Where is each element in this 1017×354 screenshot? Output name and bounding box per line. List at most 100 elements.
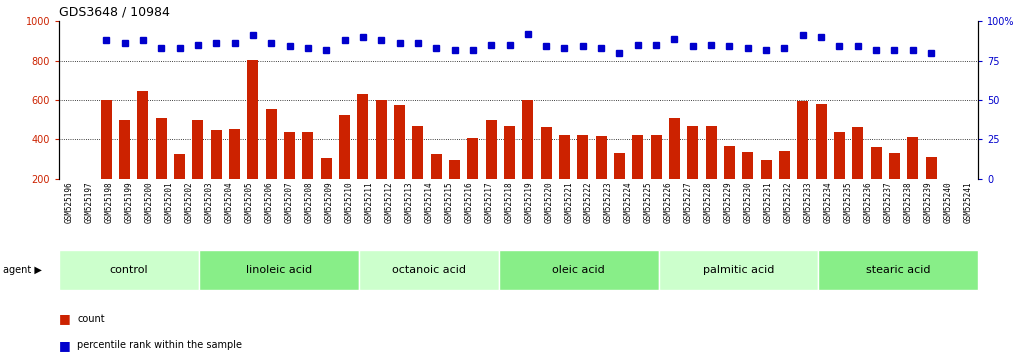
Text: GSM525206: GSM525206 xyxy=(264,182,274,223)
Bar xyxy=(359,250,498,290)
Text: GSM525216: GSM525216 xyxy=(464,182,473,223)
Bar xyxy=(687,126,699,179)
Bar xyxy=(633,136,644,179)
Bar xyxy=(498,250,659,290)
Text: control: control xyxy=(110,265,148,275)
Text: GSM525239: GSM525239 xyxy=(923,182,933,223)
Text: GSM525223: GSM525223 xyxy=(604,182,613,223)
Text: GSM525241: GSM525241 xyxy=(964,182,973,223)
Bar xyxy=(486,120,496,179)
Text: stearic acid: stearic acid xyxy=(866,265,931,275)
Bar xyxy=(320,158,332,179)
Text: GSM525196: GSM525196 xyxy=(64,182,73,223)
Text: GSM525209: GSM525209 xyxy=(324,182,334,223)
Bar xyxy=(907,137,918,179)
Bar xyxy=(156,118,167,179)
Text: percentile rank within the sample: percentile rank within the sample xyxy=(77,340,242,350)
Text: GSM525220: GSM525220 xyxy=(544,182,553,223)
Bar xyxy=(523,100,533,179)
Bar xyxy=(596,136,607,179)
Bar xyxy=(797,101,809,179)
Text: GSM525237: GSM525237 xyxy=(884,182,893,223)
Bar xyxy=(119,120,130,179)
Text: agent ▶: agent ▶ xyxy=(3,265,42,275)
Bar xyxy=(761,160,772,179)
Bar xyxy=(852,127,863,179)
Bar xyxy=(816,104,827,179)
Text: GSM525219: GSM525219 xyxy=(524,182,533,223)
Bar xyxy=(339,115,350,179)
Bar xyxy=(137,91,148,179)
Bar xyxy=(871,147,882,179)
Bar xyxy=(174,154,185,179)
Bar xyxy=(59,250,199,290)
Text: GSM525230: GSM525230 xyxy=(744,182,753,223)
Text: GSM525218: GSM525218 xyxy=(504,182,514,223)
Bar xyxy=(375,100,386,179)
Text: GSM525204: GSM525204 xyxy=(225,182,233,223)
Bar xyxy=(357,94,368,179)
Bar xyxy=(101,100,112,179)
Bar xyxy=(834,131,845,179)
Text: GSM525228: GSM525228 xyxy=(704,182,713,223)
Bar xyxy=(779,151,790,179)
Text: oleic acid: oleic acid xyxy=(552,265,605,275)
Bar xyxy=(450,160,460,179)
Text: GSM525233: GSM525233 xyxy=(804,182,813,223)
Text: GSM525214: GSM525214 xyxy=(424,182,433,223)
Bar xyxy=(192,120,203,179)
Bar xyxy=(211,130,222,179)
Text: GSM525225: GSM525225 xyxy=(644,182,653,223)
Bar xyxy=(247,59,258,179)
Text: GSM525226: GSM525226 xyxy=(664,182,673,223)
Bar xyxy=(742,152,754,179)
Text: palmitic acid: palmitic acid xyxy=(703,265,774,275)
Bar xyxy=(468,138,478,179)
Text: GSM525208: GSM525208 xyxy=(304,182,313,223)
Bar xyxy=(229,129,240,179)
Text: GSM525205: GSM525205 xyxy=(244,182,253,223)
Text: GSM525217: GSM525217 xyxy=(484,182,493,223)
Text: ■: ■ xyxy=(59,339,71,352)
Text: GSM525207: GSM525207 xyxy=(285,182,293,223)
Text: GSM525227: GSM525227 xyxy=(684,182,693,223)
Text: GSM525229: GSM525229 xyxy=(724,182,733,223)
Text: GSM525234: GSM525234 xyxy=(824,182,833,223)
Bar xyxy=(819,250,978,290)
Bar xyxy=(541,127,551,179)
Text: GDS3648 / 10984: GDS3648 / 10984 xyxy=(59,6,170,19)
Text: GSM525215: GSM525215 xyxy=(444,182,454,223)
Bar xyxy=(614,153,625,179)
Bar xyxy=(302,132,313,179)
Text: GSM525222: GSM525222 xyxy=(584,182,593,223)
Text: GSM525238: GSM525238 xyxy=(904,182,913,223)
Bar xyxy=(199,250,359,290)
Bar xyxy=(430,154,441,179)
Text: linoleic acid: linoleic acid xyxy=(246,265,312,275)
Text: GSM525212: GSM525212 xyxy=(384,182,394,223)
Bar xyxy=(394,105,405,179)
Bar xyxy=(412,126,423,179)
Bar xyxy=(659,250,819,290)
Bar xyxy=(889,153,900,179)
Text: GSM525197: GSM525197 xyxy=(84,182,94,223)
Bar xyxy=(284,132,295,179)
Text: GSM525203: GSM525203 xyxy=(204,182,214,223)
Text: GSM525235: GSM525235 xyxy=(844,182,853,223)
Text: GSM525202: GSM525202 xyxy=(184,182,193,223)
Text: GSM525200: GSM525200 xyxy=(144,182,154,223)
Text: GSM525232: GSM525232 xyxy=(784,182,793,223)
Text: octanoic acid: octanoic acid xyxy=(392,265,466,275)
Bar xyxy=(559,136,570,179)
Bar xyxy=(504,126,515,179)
Bar xyxy=(724,146,735,179)
Bar xyxy=(578,136,588,179)
Text: GSM525221: GSM525221 xyxy=(564,182,574,223)
Text: GSM525201: GSM525201 xyxy=(165,182,174,223)
Bar xyxy=(651,136,662,179)
Text: GSM525210: GSM525210 xyxy=(345,182,353,223)
Text: GSM525198: GSM525198 xyxy=(105,182,114,223)
Text: GSM525231: GSM525231 xyxy=(764,182,773,223)
Bar xyxy=(669,118,680,179)
Text: GSM525199: GSM525199 xyxy=(124,182,133,223)
